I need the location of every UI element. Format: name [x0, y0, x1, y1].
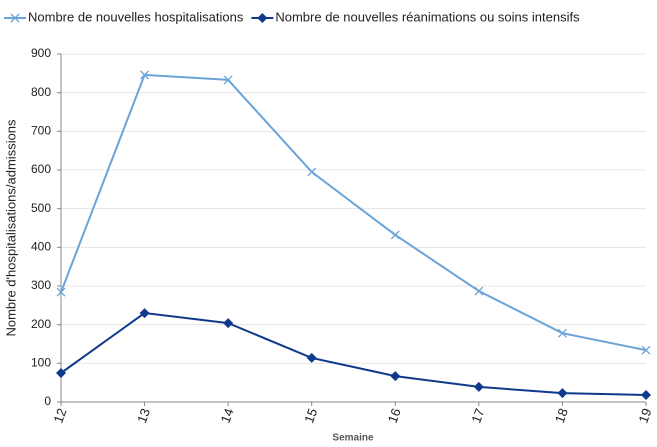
data-point: [306, 352, 317, 363]
series-line: [60, 73, 647, 352]
data-point: [140, 70, 150, 80]
y-tick-label: 900: [31, 46, 51, 60]
y-tick-label: 0: [44, 394, 51, 408]
legend-marker: [10, 13, 20, 23]
x-tick-label: 13: [134, 406, 153, 425]
data-point: [139, 308, 150, 319]
data-point: [641, 390, 651, 401]
y-axis-label: Nombre d'hospitalisations/admissions: [3, 119, 18, 337]
x-tick-label: 16: [385, 406, 404, 425]
y-tick-label: 800: [31, 85, 51, 99]
data-point: [557, 388, 568, 399]
x-tick-label: 15: [301, 406, 320, 425]
y-tick-label: 400: [31, 240, 51, 254]
series-line: [60, 312, 647, 397]
x-tick-label: 14: [218, 406, 237, 425]
data-point: [56, 287, 66, 297]
data-point: [307, 167, 317, 177]
data-point: [56, 368, 66, 378]
data-point: [473, 381, 484, 392]
y-tick-label: 100: [31, 356, 51, 370]
x-tick-label: 18: [552, 406, 571, 425]
data-point: [474, 286, 484, 296]
x-tick-label: 17: [468, 406, 487, 425]
data-point: [390, 230, 400, 240]
data-point: [223, 318, 234, 329]
legend-marker: [257, 13, 268, 23]
y-tick-label: 500: [31, 201, 51, 215]
data-point: [557, 328, 567, 338]
data-point: [641, 345, 651, 355]
y-tick-label: 300: [31, 278, 51, 292]
x-axis-label: Semaine: [332, 433, 374, 444]
x-tick-label: 12: [50, 406, 69, 425]
data-point: [390, 371, 401, 382]
y-tick-label: 200: [31, 317, 51, 331]
legend-label: Nombre de nouvelles réanimations ou soin…: [275, 9, 580, 24]
legend-label: Nombre de nouvelles hospitalisations: [28, 9, 244, 24]
x-tick-label: 19: [635, 406, 654, 425]
y-tick-label: 600: [31, 162, 51, 176]
data-point: [223, 75, 233, 85]
y-tick-label: 700: [31, 124, 51, 138]
